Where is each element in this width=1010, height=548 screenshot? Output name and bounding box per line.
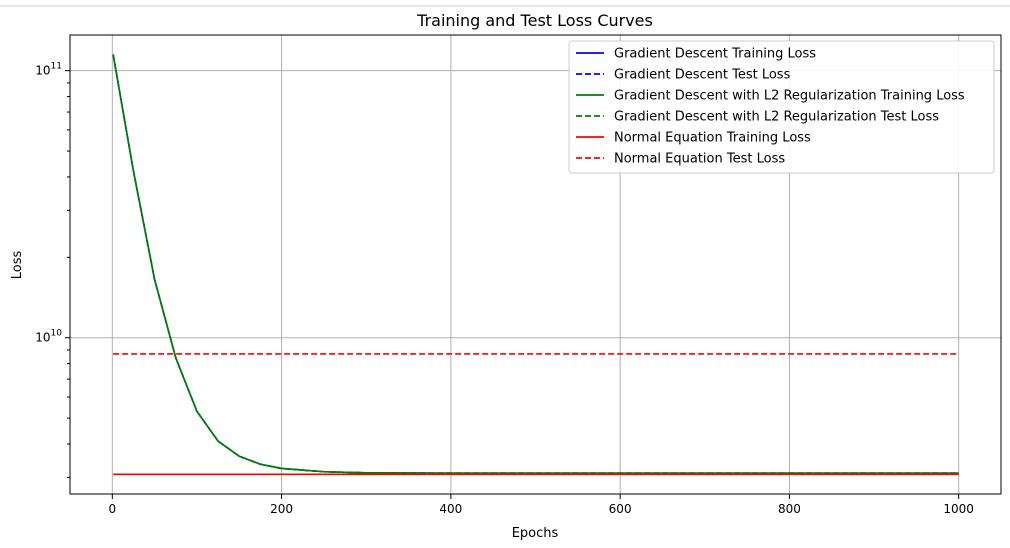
plot-frame bbox=[69, 34, 1002, 495]
y-tick-base: 10 bbox=[35, 331, 50, 345]
legend-label: Normal Equation Test Loss bbox=[614, 152, 785, 167]
legend-label: Gradient Descent Test Loss bbox=[614, 68, 791, 83]
y-tick-base: 10 bbox=[35, 64, 50, 78]
x-tick-label: 0 bbox=[108, 502, 116, 516]
x-tick-label: 200 bbox=[270, 502, 293, 516]
legend: Gradient Descent Training Loss Gradient D… bbox=[568, 40, 995, 174]
x-axis-label: Epochs bbox=[512, 526, 559, 541]
legend-label: Normal Equation Training Loss bbox=[614, 131, 811, 146]
x-tick-label: 600 bbox=[609, 502, 632, 516]
x-tick-label: 800 bbox=[778, 502, 801, 516]
series-line-4 bbox=[112, 54, 959, 475]
y-tick-exponent: 10 bbox=[51, 329, 63, 339]
x-tick-label: 400 bbox=[439, 502, 462, 516]
y-tick-exponent: 11 bbox=[51, 62, 62, 72]
x-tick-label: 1000 bbox=[943, 502, 974, 516]
y-axis-label: Loss bbox=[10, 251, 25, 280]
chart-title: Training and Test Loss Curves bbox=[416, 11, 653, 30]
legend-label: Gradient Descent with L2 Regularization … bbox=[614, 89, 965, 104]
y-tick-label: 1010 bbox=[35, 329, 62, 345]
series-layer bbox=[112, 54, 959, 476]
y-tick-label: 1011 bbox=[35, 62, 62, 78]
legend-box bbox=[568, 40, 995, 174]
legend-label: Gradient Descent Training Loss bbox=[614, 47, 816, 62]
legend-label: Gradient Descent with L2 Regularization … bbox=[614, 110, 939, 125]
